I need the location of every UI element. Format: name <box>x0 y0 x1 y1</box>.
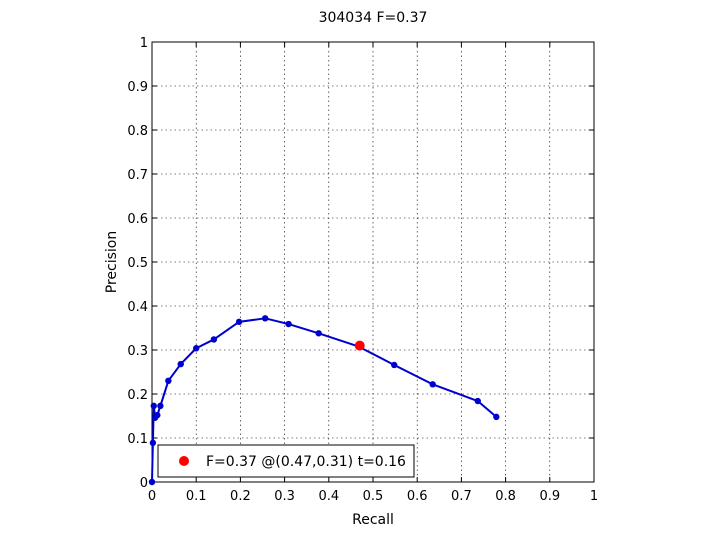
pr-curve-point <box>391 361 398 369</box>
pr-curve-point <box>474 397 481 405</box>
pr-curve-point <box>149 439 157 447</box>
x-tick-label: 0.7 <box>451 489 472 504</box>
best-f-point <box>354 340 365 351</box>
series-layer <box>148 315 500 486</box>
pr-curve-point <box>154 411 161 419</box>
y-tick-label: 0.8 <box>127 124 148 139</box>
pr-curve-point <box>177 360 184 368</box>
pr-curve-point <box>235 318 243 326</box>
pr-curve-point <box>261 315 269 322</box>
y-tick-label: 1 <box>140 36 148 51</box>
x-tick-label: 0.9 <box>539 489 560 504</box>
pr-curve-point <box>315 330 322 337</box>
pr-curve-point <box>285 320 292 328</box>
pr-curve-point <box>193 345 200 352</box>
pr-curve-point <box>165 377 172 384</box>
chart-title: 304034 F=0.37 <box>319 10 428 26</box>
y-tick-label: 0.5 <box>127 256 148 271</box>
x-tick-label: 0.8 <box>495 489 516 504</box>
y-tick-label: 0.3 <box>127 344 148 359</box>
x-tick-label: 0.5 <box>363 489 384 504</box>
grid-lines <box>152 42 594 482</box>
x-tick-label: 0.3 <box>274 489 295 504</box>
pr-curve-point <box>150 402 157 410</box>
pr-curve-point <box>493 413 500 421</box>
y-tick-label: 0.7 <box>127 168 148 183</box>
pr-curve-point <box>148 478 156 486</box>
y-tick-label: 0.6 <box>127 212 148 227</box>
legend-entry-label: F=0.37 @(0.47,0.31) t=0.16 <box>206 454 406 470</box>
y-tick-label: 0 <box>140 476 148 491</box>
pr-curve-point <box>157 402 164 410</box>
x-tick-label: 1 <box>590 489 598 504</box>
legend: F=0.37 @(0.47,0.31) t=0.16 <box>157 444 415 478</box>
pr-curve-point <box>210 336 218 343</box>
x-axis-label: Recall <box>352 512 394 528</box>
legend-box <box>157 444 415 478</box>
legend-marker <box>179 456 189 466</box>
axis-ticks: 0 0.1 0.2 0.3 0.4 0.5 0.6 0.7 0.8 0.9 1 0 0.1 0.2 0.3 0… <box>127 36 598 504</box>
y-tick-label: 0.4 <box>127 300 148 315</box>
x-tick-label: 0.6 <box>407 489 428 504</box>
y-axis-label: Precision <box>104 231 120 293</box>
x-tick-label: 0.1 <box>186 489 207 504</box>
pr-curve-point <box>429 381 436 388</box>
x-tick-label: 0 <box>148 489 156 504</box>
y-tick-label: 0.2 <box>127 388 148 403</box>
x-tick-label: 0.2 <box>230 489 251 504</box>
y-tick-label: 0.9 <box>127 80 148 95</box>
y-tick-label: 0.1 <box>127 432 148 447</box>
x-tick-label: 0.4 <box>318 489 339 504</box>
